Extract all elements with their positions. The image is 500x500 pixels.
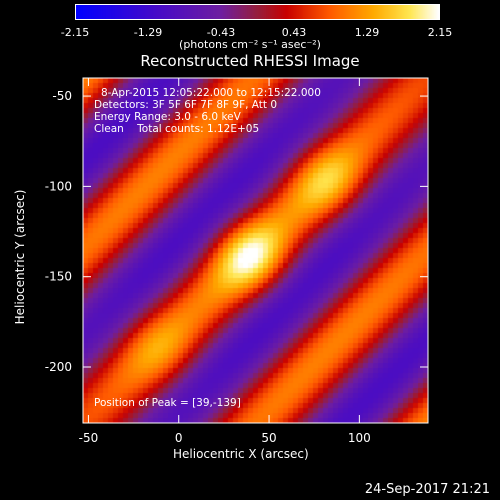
colorbar-tick-label: -2.15 [60,26,90,39]
colorbar-tick-label: 2.15 [427,26,453,39]
colorbar-tick-label: -0.43 [206,26,236,39]
y-tick-label: -150 [45,270,72,284]
x-axis-label: Heliocentric X (arcsec) [173,447,309,461]
timestamp: 24-Sep-2017 21:21 [364,482,490,497]
plot-frame [82,77,429,424]
y-tick-label: -200 [45,360,72,374]
x-tick-label: -50 [79,431,99,445]
colorbar [75,4,440,20]
y-tick-label: -50 [52,89,72,103]
colorbar-tick-label: 0.43 [281,26,307,39]
y-tick-label: -100 [45,179,72,193]
colorbar-units: (photons cm⁻² s⁻¹ asec⁻²) [179,38,321,51]
x-tick-label: 100 [348,431,371,445]
x-tick-label: 50 [261,431,276,445]
colorbar-tick-label: -1.29 [133,26,163,39]
x-tick-label: 0 [175,431,183,445]
annotation-detectors: Detectors: 3F 5F 6F 7F 8F 9F, Att 0 [94,99,278,111]
annotation-method: Clean Total counts: 1.12E+05 [94,123,260,135]
heatmap-image [83,78,428,423]
annotation-time: 8-Apr-2015 12:05:22.000 to 12:15:22.000 [101,87,321,99]
y-axis-label: Heliocentric Y (arcsec) [13,189,27,325]
annotation-peak: Position of Peak = [39,-139] [94,397,241,409]
annotation-energy: Energy Range: 3.0 - 6.0 keV [94,111,241,123]
chart-title: Reconstructed RHESSI Image [140,52,360,70]
colorbar-tick-label: 1.29 [354,26,380,39]
